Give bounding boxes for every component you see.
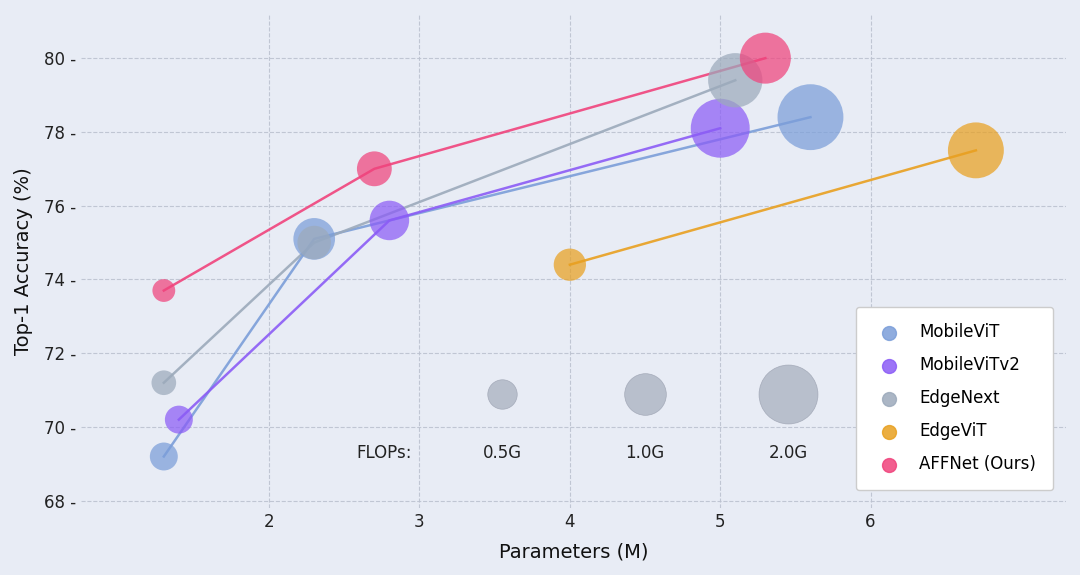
Point <box>968 145 985 155</box>
Point <box>562 260 579 269</box>
Point <box>494 389 511 398</box>
Point <box>156 286 173 295</box>
Point <box>712 124 729 133</box>
Point <box>306 234 323 243</box>
Point <box>757 53 774 63</box>
X-axis label: Parameters (M): Parameters (M) <box>499 542 648 561</box>
Point <box>306 238 323 247</box>
Point <box>156 452 173 461</box>
Text: FLOPs:: FLOPs: <box>356 444 411 462</box>
Text: 1.0G: 1.0G <box>625 444 664 462</box>
Point <box>381 216 399 225</box>
Text: 0.5G: 0.5G <box>483 444 522 462</box>
Text: 2.0G: 2.0G <box>768 444 808 462</box>
Point <box>366 164 383 174</box>
Y-axis label: Top-1 Accuracy (%): Top-1 Accuracy (%) <box>14 167 32 355</box>
Point <box>780 389 797 398</box>
Point <box>171 415 188 424</box>
Point <box>801 113 819 122</box>
Point <box>636 389 653 398</box>
Point <box>156 378 173 388</box>
Legend: MobileViT, MobileViTv2, EdgeNext, EdgeViT, AFFNet (Ours): MobileViT, MobileViTv2, EdgeNext, EdgeVi… <box>856 306 1053 490</box>
Point <box>727 76 744 85</box>
